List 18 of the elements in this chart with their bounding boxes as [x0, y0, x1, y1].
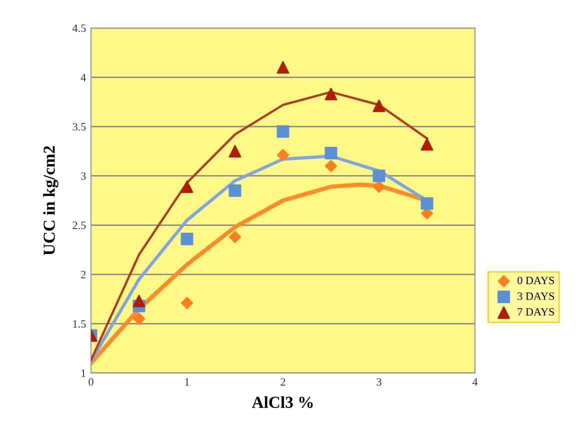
y-tick-label: 1	[82, 370, 86, 377]
x-tick-label: 3	[376, 378, 382, 386]
y-tick-label: 2	[81, 270, 86, 278]
y-axis-title: UCC in kg/cm2	[43, 146, 58, 256]
x-tick-label: 2	[280, 378, 286, 386]
x-tick-label: 1	[185, 378, 190, 386]
legend-label: 3 DAYS	[518, 292, 554, 300]
y-tick-label: 2.5	[72, 222, 86, 230]
x-tick-label: 0	[88, 378, 94, 386]
y-tick-label: 3	[81, 172, 86, 180]
x-axis-title: AlCl3 %	[252, 396, 313, 408]
y-tick-label: 4.5	[72, 24, 86, 32]
y-tick-label: 4	[80, 74, 86, 82]
y-tick-label: 3.5	[72, 123, 86, 131]
legend-label: 0 DAYS	[518, 276, 554, 284]
y-tick-label: 1.5	[73, 320, 86, 328]
x-tick-label: 4	[472, 378, 478, 386]
legend-label: 7 DAYS	[518, 308, 554, 316]
